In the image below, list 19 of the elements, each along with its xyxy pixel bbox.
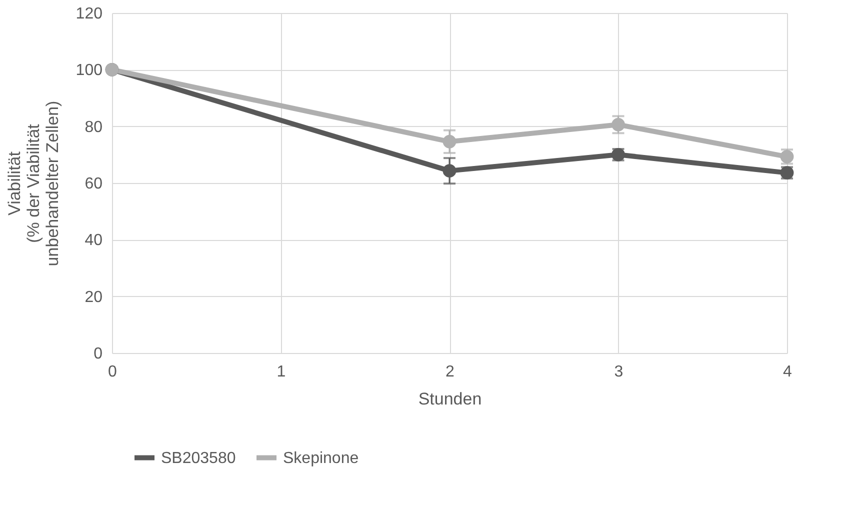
point — [612, 118, 625, 132]
x-axis-title: Stunden — [418, 390, 482, 408]
x-tick-label: 3 — [614, 364, 624, 380]
y-tick-label: 100 — [76, 62, 103, 80]
point — [442, 164, 456, 178]
y-axis-title: Viabilität (% der Viabilität unbehandelter Zellen) — [4, 100, 62, 266]
y-tick-label: 80 — [84, 118, 103, 136]
y-tick-label: 120 — [76, 6, 103, 22]
y-tick-label: 60 — [84, 176, 103, 192]
x-tick-label: 0 — [108, 364, 118, 380]
y-tick-label: 40 — [84, 232, 103, 250]
x-tick-label: 1 — [276, 364, 286, 380]
legend-label: SB203580 — [161, 450, 236, 467]
point — [442, 134, 456, 148]
x-tick-label: 4 — [783, 364, 792, 380]
y-tick-label: 20 — [84, 288, 103, 306]
y-tick-label: 0 — [94, 346, 103, 362]
x-tick-label: 2 — [446, 364, 455, 380]
legend-label: Skepinone — [283, 450, 359, 467]
